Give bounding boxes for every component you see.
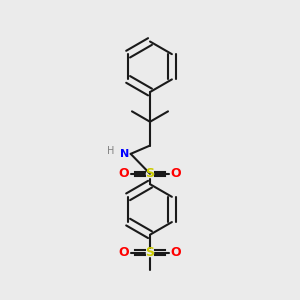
Text: O: O [171,167,182,180]
Text: S: S [146,167,154,180]
Text: O: O [118,167,129,180]
Text: N: N [120,149,129,159]
Text: H: H [107,146,114,156]
Text: S: S [146,246,154,259]
Text: O: O [171,246,182,259]
Text: O: O [118,246,129,259]
